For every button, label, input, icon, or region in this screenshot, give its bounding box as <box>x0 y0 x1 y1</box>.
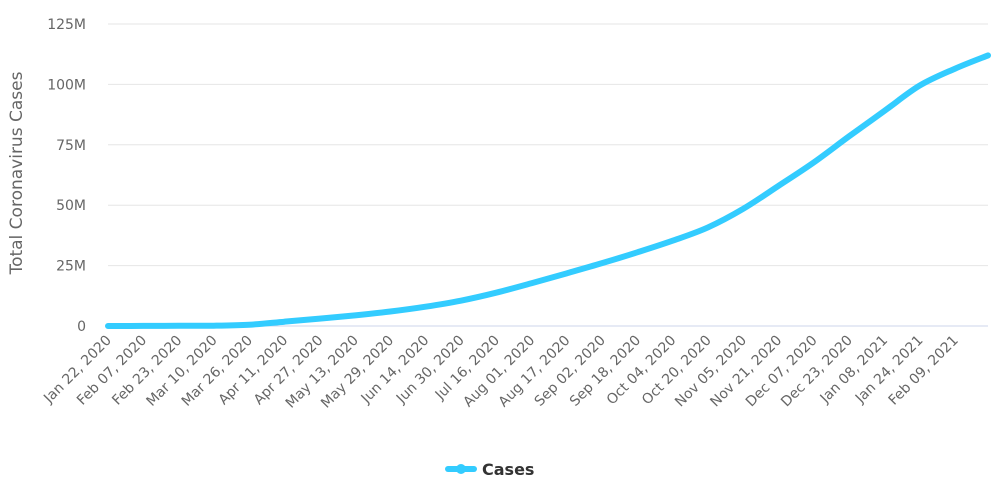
y-tick-label: 0 <box>77 319 86 335</box>
y-tick-label: 100M <box>47 77 86 93</box>
y-tick-label: 75M <box>56 138 86 154</box>
series-layer <box>105 52 991 329</box>
series-line-cases[interactable] <box>105 52 991 329</box>
legend[interactable]: Cases <box>445 460 534 479</box>
y-tick-label: 25M <box>56 259 86 275</box>
y-tick-label: 125M <box>47 17 86 33</box>
grid-lines <box>108 23 988 267</box>
legend-series-marker <box>456 464 466 474</box>
y-tick-label: 50M <box>56 198 86 214</box>
y-axis-title: Total Coronavirus Cases <box>7 71 27 275</box>
y-axis-ticks: 0 25M 50M 75M 100M 125M <box>47 17 86 335</box>
legend-label-cases: Cases <box>482 460 534 479</box>
